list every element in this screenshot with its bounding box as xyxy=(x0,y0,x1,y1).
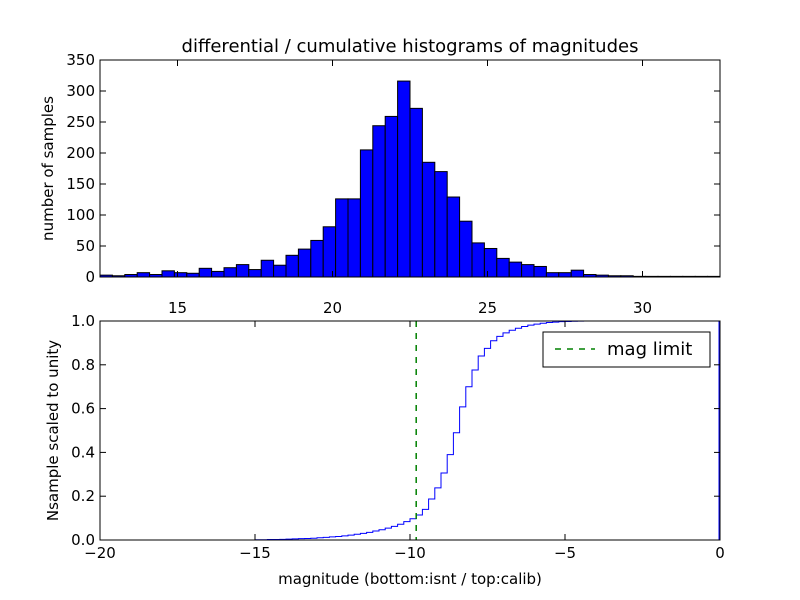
top-x-tick-label: 30 xyxy=(633,299,652,317)
bottom-y-tick-label: 0.4 xyxy=(71,443,95,461)
legend-mag-limit-label: mag limit xyxy=(607,339,692,360)
top-axes-frame xyxy=(99,59,721,278)
histogram-bar xyxy=(359,149,374,278)
histogram-bar xyxy=(384,115,399,278)
histogram-bar xyxy=(285,254,299,278)
histogram-bar xyxy=(161,270,175,278)
top-y-tick-label: 100 xyxy=(66,206,95,224)
histogram-bar xyxy=(471,242,485,278)
histogram-bar xyxy=(260,259,275,278)
bottom-x-tick-label: −20 xyxy=(84,544,116,562)
bottom-cumulative-panel: −20 −15 −10 −5 0 0.0 0.2 0.4 0.6 0.8 1.0 magnitude… xyxy=(44,312,725,588)
histogram-bar xyxy=(136,272,151,278)
top-x-tick-label: 25 xyxy=(478,299,497,317)
top-y-tick-label: 350 xyxy=(66,51,95,69)
top-y-tick-label: 0 xyxy=(85,268,95,286)
histogram-bar xyxy=(483,247,498,278)
top-y-tick-label: 250 xyxy=(66,113,95,131)
bottom-x-tick-label: 0 xyxy=(715,544,725,562)
bottom-x-tick-label: −15 xyxy=(239,544,271,562)
bottom-x-tick-label: −10 xyxy=(394,544,426,562)
histogram-bar xyxy=(372,125,386,278)
histogram-bar xyxy=(310,239,324,278)
bottom-y-tick-label: 0.6 xyxy=(71,400,95,418)
chart-title: differential / cumulative histograms of … xyxy=(182,36,639,57)
bottom-y-tick-label: 0.2 xyxy=(71,487,95,505)
top-y-tick-label: 300 xyxy=(66,82,95,100)
top-y-tick-label: 150 xyxy=(66,175,95,193)
histogram-bar xyxy=(248,269,262,278)
histogram-bar xyxy=(570,269,585,278)
histogram-bar xyxy=(223,267,237,278)
top-x-tick-label: 20 xyxy=(323,299,342,317)
histogram-bar xyxy=(533,265,547,278)
histogram-bar xyxy=(421,161,436,278)
legend: mag limit xyxy=(542,331,711,368)
bottom-y-tick-label: 0.8 xyxy=(71,356,95,374)
histogram-bar xyxy=(446,196,461,278)
histogram-bar xyxy=(186,272,200,278)
histogram-bar xyxy=(322,226,337,278)
histogram-bar xyxy=(397,80,411,278)
histogram-bar xyxy=(558,272,572,278)
histogram-bar xyxy=(409,107,423,278)
top-x-tick-label: 15 xyxy=(168,299,187,317)
histogram-bar xyxy=(459,220,473,278)
histogram-bar xyxy=(273,264,287,278)
top-y-tick-label: 200 xyxy=(66,144,95,162)
top-y-tick-label: 50 xyxy=(76,237,95,255)
histogram-bar xyxy=(198,267,213,278)
histogram-bar xyxy=(434,171,448,278)
bottom-x-tick-label: −5 xyxy=(554,544,576,562)
histogram-bar xyxy=(545,272,560,278)
bottom-y-tick-label: 0.0 xyxy=(71,531,95,549)
bottom-axis-ticks: −20 −15 −10 −5 0 0.0 0.2 0.4 0.6 0.8 1.0 xyxy=(71,312,725,562)
histogram-bar xyxy=(235,264,250,278)
top-y-axis-label: number of samples xyxy=(39,96,57,241)
histogram-bars xyxy=(99,80,721,278)
bottom-y-axis-label: Nsample scaled to unity xyxy=(44,340,62,521)
bottom-y-tick-label: 1.0 xyxy=(71,312,95,330)
histogram-bar xyxy=(508,261,523,278)
histogram-bar xyxy=(297,248,312,278)
histogram-bar xyxy=(173,272,188,278)
histogram-bar xyxy=(496,257,510,278)
histogram-bar xyxy=(335,198,349,278)
histogram-bar xyxy=(521,264,535,278)
top-histogram-panel: differential / cumulative histograms of … xyxy=(39,36,721,317)
histogram-bar xyxy=(211,270,225,278)
bottom-x-axis-label: magnitude (bottom:isnt / top:calib) xyxy=(278,570,542,588)
histogram-bar xyxy=(347,198,361,278)
